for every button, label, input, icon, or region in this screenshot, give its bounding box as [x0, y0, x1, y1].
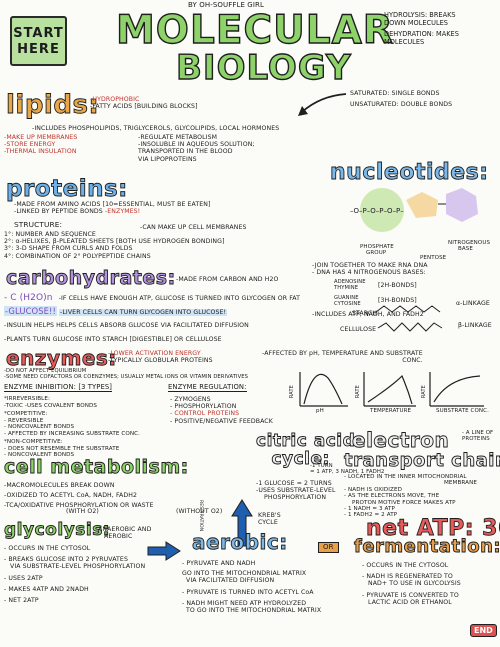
metabolism-notes: -MACROMOLECULES BREAK DOWN -OXIDIZED TO … — [4, 482, 154, 510]
dna-bases: ADENOSINE THYMINE GUANINE CYTOSINE — [334, 279, 366, 307]
alpha-linkage: α-LINKAGE — [456, 300, 490, 307]
lipids-notes-left: -MAKE UP MEMBRANES -STORE ENERGY -THERMA… — [4, 134, 78, 156]
svg-text:–O–P–O–P–O–P–: –O–P–O–P–O–P– — [350, 207, 404, 215]
etc-heading-1: electron — [352, 428, 450, 453]
etc-heading-2: transport chain: — [344, 450, 500, 472]
glycolysis-heading: glycolysis: — [4, 520, 111, 541]
start-here-box: START HERE — [10, 16, 67, 66]
carbs-made-from: -MADE FROM CARBON AND H2O — [176, 276, 279, 283]
lipids-heading: lipids: — [6, 90, 100, 121]
nucleotides-heading: nucleotides: — [330, 160, 489, 186]
nucleotide-diagram-icon: –O–P–O–P–O–P– — [350, 188, 478, 232]
right-arrow-icon — [147, 541, 181, 561]
phosphate-label: PHOSPHATE GROUP — [360, 244, 394, 256]
cellulose-label: CELLULOSE — [340, 326, 377, 333]
enzymes-notes: -LOWER ACTIVATION ENERGY -TYPICALLY GLOB… — [108, 350, 213, 365]
hydrolysis-note: HYDROLYSIS: BREAKS DOWN MOLECULES DEHYDRA… — [384, 11, 459, 46]
citric-acid-heading: citric acid cycle: — [256, 431, 356, 469]
h2-bonds: [2H-BONDS] — [378, 282, 417, 289]
temp-axis: TEMPERATURE — [370, 408, 412, 414]
net-atp: net ATP: 36! — [366, 516, 500, 542]
starch-label: STARCH — [352, 310, 378, 317]
rate-axis-3: RATE — [420, 385, 427, 399]
page-title-line2: BIOLOGY — [175, 48, 352, 88]
citric-notes-2: -1 GLUCOSE = 2 TURNS -USES SUBSTRATE-LEV… — [256, 480, 336, 502]
lipids-includes: -INCLUDES PHOSPHOLIPIDS, TRIGLYCEROLS, G… — [32, 125, 280, 132]
proteins-notes: -MADE FROM AMINO ACIDS [10=ESSENTIAL, MU… — [14, 201, 211, 216]
protein-structure-list: 1°: NUMBER AND SEQUENCE 2°: α-HELIXES, β… — [4, 231, 225, 260]
inhibition-title: ENZYME INHIBITION: [3 TYPES] — [4, 383, 113, 393]
regulation-title: ENZYME REGULATION: — [168, 383, 247, 393]
fermentation-heading: fermentation: — [354, 536, 500, 558]
structure-label: STRUCTURE: — [14, 220, 63, 229]
h3-bonds: [3H-BONDS] — [378, 297, 417, 304]
start-label: START — [13, 26, 64, 41]
carbs-plants: -PLANTS TURN GLUCOSE INTO STARCH [DIGEST… — [4, 336, 222, 343]
here-label: HERE — [17, 42, 60, 57]
cellulose-chain-icon — [377, 322, 443, 332]
rate-axis-2: RATE — [354, 385, 361, 399]
citric-notes: -1 TURN = 1 ATP, 3 NADH, 1 FADH2 — [310, 463, 385, 476]
cell-metabolism-heading: cell metabolism: — [4, 456, 189, 479]
curved-arrow-icon — [298, 93, 347, 116]
enzymes-affected: -AFFECTED BY pH, TEMPERATURE AND SUBSTRA… — [262, 350, 423, 365]
carbs-glucose: -GLUCOSE!! -LIVER CELLS CAN TURN GLYCOGE… — [4, 306, 228, 316]
or-label: OR — [318, 542, 339, 554]
etc-side-note: - A LINE OF PROTEINS — [462, 430, 494, 443]
aerobic-notes: - PYRUVATE AND NADH GO INTO THE MITOCHON… — [182, 560, 322, 615]
enzyme-rate-graphs — [299, 372, 484, 407]
etc-notes: - LOCATED IN THE INNER MITOCHONDRIAL MEM… — [344, 474, 478, 519]
carbohydrates-heading: carbohydrates: — [6, 267, 176, 290]
enzymes-equilibrium: -DO NOT AFFECT EQUILIBRIUM -SOME NEED CO… — [4, 368, 249, 380]
pentose-label: PENTOSE — [420, 255, 447, 261]
fermentation-notes: - OCCURS IN THE CYTOSOL - NADH IS REGENE… — [362, 562, 461, 606]
nucleotides-includes: -INCLUDES ATP, NADH, AND FADH2 — [312, 311, 424, 318]
saturation-note: SATURATED: SINGLE BONDS UNSATURATED: DOU… — [350, 90, 453, 109]
enzymes-heading: enzymes: — [6, 346, 117, 371]
without-o2: (WITHOUT O2) — [176, 508, 223, 515]
byline: BY OH-SOUFFLE GIRL — [188, 1, 264, 9]
with-o2: (WITH O2) — [66, 508, 99, 515]
inhibition-list: *IRREVERSIBLE: -TOXIC -USES COVALENT BON… — [4, 396, 141, 458]
page-title-line1: MOLECULAR — [115, 8, 394, 53]
starch-chain-icon — [375, 305, 441, 313]
carbs-formula: - C (H2O)n -IF CELLS HAVE ENOUGH ATP, GL… — [4, 293, 301, 303]
krebs-label: KREB'S CYCLE — [258, 512, 281, 527]
glycolysis-sub: ANAEROBIC AND AEROBIC — [98, 526, 152, 541]
beta-linkage: β-LINKAGE — [458, 322, 492, 329]
end-badge: END — [470, 624, 497, 637]
respiration-label: RESPIRATION — [198, 500, 203, 532]
rate-axis-1: RATE — [288, 385, 295, 399]
up-arrow-icon — [231, 499, 253, 547]
glycolysis-notes: - OCCURS IN THE CYTOSOL - BREAKS GLUCOSE… — [4, 545, 146, 605]
ph-axis: pH — [316, 408, 324, 414]
lipids-notes-top: -HYDROPHOBIC -FATTY ACIDS [BUILDING BLOC… — [90, 96, 198, 111]
regulation-list: - ZYMOGENS - PHOSPHORYLATION - CONTROL P… — [170, 396, 273, 425]
aerobic-heading: aerobic: — [192, 530, 288, 555]
proteins-membranes: -CAN MAKE UP CELL MEMBRANES — [140, 224, 247, 231]
base-label: NITROGENOUS BASE — [448, 240, 491, 252]
substrate-axis: SUBSTRATE CONC. — [436, 408, 489, 414]
lipids-notes-right: -REGULATE METABOLISM -INSOLUBLE IN AQUEO… — [138, 134, 255, 163]
proteins-heading: proteins: — [6, 176, 128, 203]
nucleotides-notes: -JOIN TOGETHER TO MAKE RNA DNA - DNA HAS… — [312, 262, 428, 277]
carbs-insulin: -INSULIN HELPS HELPS CELLS ABSORB GLUCOS… — [4, 322, 249, 329]
